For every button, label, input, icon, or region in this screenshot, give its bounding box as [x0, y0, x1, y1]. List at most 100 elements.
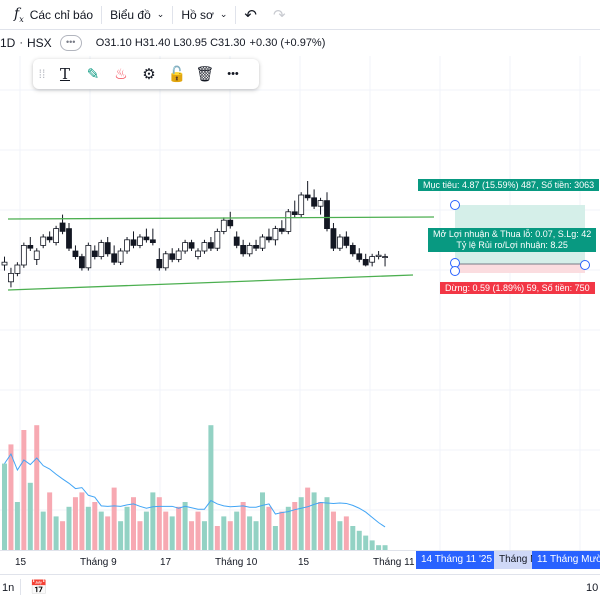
candle-body	[1, 261, 8, 266]
separator: ·	[19, 37, 24, 49]
volume-bar	[66, 506, 72, 550]
price-chart[interactable]	[0, 0, 600, 550]
pnl-text: Mở Lợi nhuận & Thua lỗ: 0.07, S.Lg: 42	[433, 229, 592, 239]
ohlc-values: O31.10 H31.40 L30.95 C31.30	[95, 37, 246, 49]
width-handle[interactable]	[580, 260, 590, 270]
profile-label: Hồ sơ	[181, 7, 214, 22]
target-handle[interactable]	[450, 200, 460, 210]
volume-bar	[208, 425, 214, 550]
redo-icon[interactable]: ↷	[273, 6, 286, 24]
symbol-label[interactable]: HSX	[27, 36, 52, 50]
channel-lower-line	[7, 274, 414, 291]
candle-body	[91, 250, 98, 257]
time-tick: 17	[160, 557, 172, 568]
lock-icon[interactable]: 🔓	[167, 66, 187, 83]
interval-label[interactable]: 1D	[0, 36, 16, 50]
volume-bar	[137, 521, 143, 550]
change-value: +0.30 (+0.97%)	[249, 37, 326, 49]
candle-body	[20, 244, 27, 266]
more-icon[interactable]: •••	[227, 68, 239, 80]
candle-body	[46, 236, 53, 241]
volume-bar	[60, 521, 66, 550]
toolbar-divider	[172, 5, 174, 24]
volume-bar	[143, 511, 149, 550]
symbol-legend: 1D · HSX ••• O31.10 H31.40 L30.95 C31.30…	[0, 30, 600, 56]
calendar-icon[interactable]: 📅	[30, 579, 48, 595]
fill-color-icon[interactable]: ♨	[114, 66, 128, 83]
candle-body	[27, 244, 34, 249]
undo-icon[interactable]: ↶	[244, 6, 257, 24]
volume-bar	[318, 502, 324, 550]
time-axis[interactable]: 15 Tháng 9 17 Tháng 10 15 Tháng 11	[0, 550, 600, 571]
volume-bar	[85, 506, 91, 550]
volume-bar	[369, 540, 375, 550]
volume-bar	[72, 497, 78, 550]
stop-handle[interactable]	[450, 266, 460, 276]
candle-body	[111, 253, 118, 263]
volume-bar	[105, 516, 111, 550]
range-date-badge: Tháng M	[494, 551, 532, 569]
volume-bar	[189, 521, 195, 550]
volume-bar	[118, 521, 124, 550]
candle-body	[375, 254, 382, 257]
volume-bar	[124, 506, 130, 550]
volume-bar	[163, 511, 169, 550]
chevron-down-icon: ⌄	[219, 9, 228, 19]
chart-type-label: Biểu đồ	[110, 7, 151, 22]
volume-bar	[201, 521, 207, 550]
end-date-badge: 11 Tháng Mười	[532, 551, 600, 569]
candle-body	[195, 250, 201, 257]
time-tick: 15	[298, 557, 310, 568]
more-icon[interactable]: •••	[59, 35, 82, 51]
volume-bar	[292, 502, 298, 550]
volume-bar	[79, 492, 85, 550]
volume-bar	[2, 463, 7, 550]
volume-bar	[182, 502, 188, 550]
line-color-icon[interactable]: ✎	[86, 66, 100, 83]
volume-bar	[214, 526, 220, 550]
volume-bar	[169, 516, 175, 550]
chart-type-button[interactable]: Biểu đồ ⌄	[110, 0, 164, 29]
footer-right-label: 10	[586, 582, 599, 594]
chevron-down-icon: ⌄	[156, 9, 165, 19]
volume-bar	[356, 530, 362, 550]
volume-bar	[176, 506, 182, 550]
text-icon[interactable]: T	[59, 65, 70, 83]
volume-bar	[234, 511, 240, 550]
candle-body	[143, 236, 150, 241]
volume-bar	[279, 511, 285, 550]
drawing-toolbar: ⁞⁞ T ✎ ♨ ⚙ 🔓 🗑 •••	[33, 59, 259, 89]
profile-button[interactable]: Hồ sơ ⌄	[181, 0, 227, 29]
volume-bar	[266, 506, 272, 550]
candle-body	[240, 244, 247, 255]
candle-body	[369, 256, 376, 263]
stop-label: Dừng: 0.59 (1.89%) 59, Số tiền: 750	[440, 282, 595, 294]
time-tick: Tháng 9	[80, 557, 117, 568]
candle-body	[298, 194, 305, 216]
trash-icon[interactable]: 🗑	[195, 66, 215, 83]
footer-divider	[20, 579, 21, 595]
volume-bar	[150, 492, 156, 550]
fx-icon[interactable]: fx	[14, 5, 24, 24]
volume-bar	[311, 492, 317, 550]
volume-bar	[92, 502, 98, 550]
settings-icon[interactable]: ⚙	[142, 66, 156, 83]
candle-body	[14, 264, 21, 274]
candle-body	[259, 236, 266, 249]
candle-body	[33, 250, 40, 260]
grip-icon[interactable]: ⁞⁞	[38, 67, 46, 81]
range-1n-button[interactable]: 1n	[2, 582, 15, 594]
volume-ma-line	[4, 452, 386, 528]
candle-body	[227, 219, 234, 227]
volume-bar	[363, 535, 369, 550]
candle-body	[317, 200, 324, 207]
candle-body	[330, 228, 337, 249]
candlesticks	[1, 181, 388, 288]
volume-bar	[34, 425, 40, 550]
volume-bar	[382, 545, 388, 550]
volume-bar	[111, 487, 117, 550]
crosshair-date-badge: 14 Tháng 11 '25	[416, 551, 504, 569]
candle-body	[137, 236, 143, 246]
time-tick: Tháng 11	[373, 557, 415, 568]
indicators-button[interactable]: Các chỉ báo	[29, 7, 94, 22]
